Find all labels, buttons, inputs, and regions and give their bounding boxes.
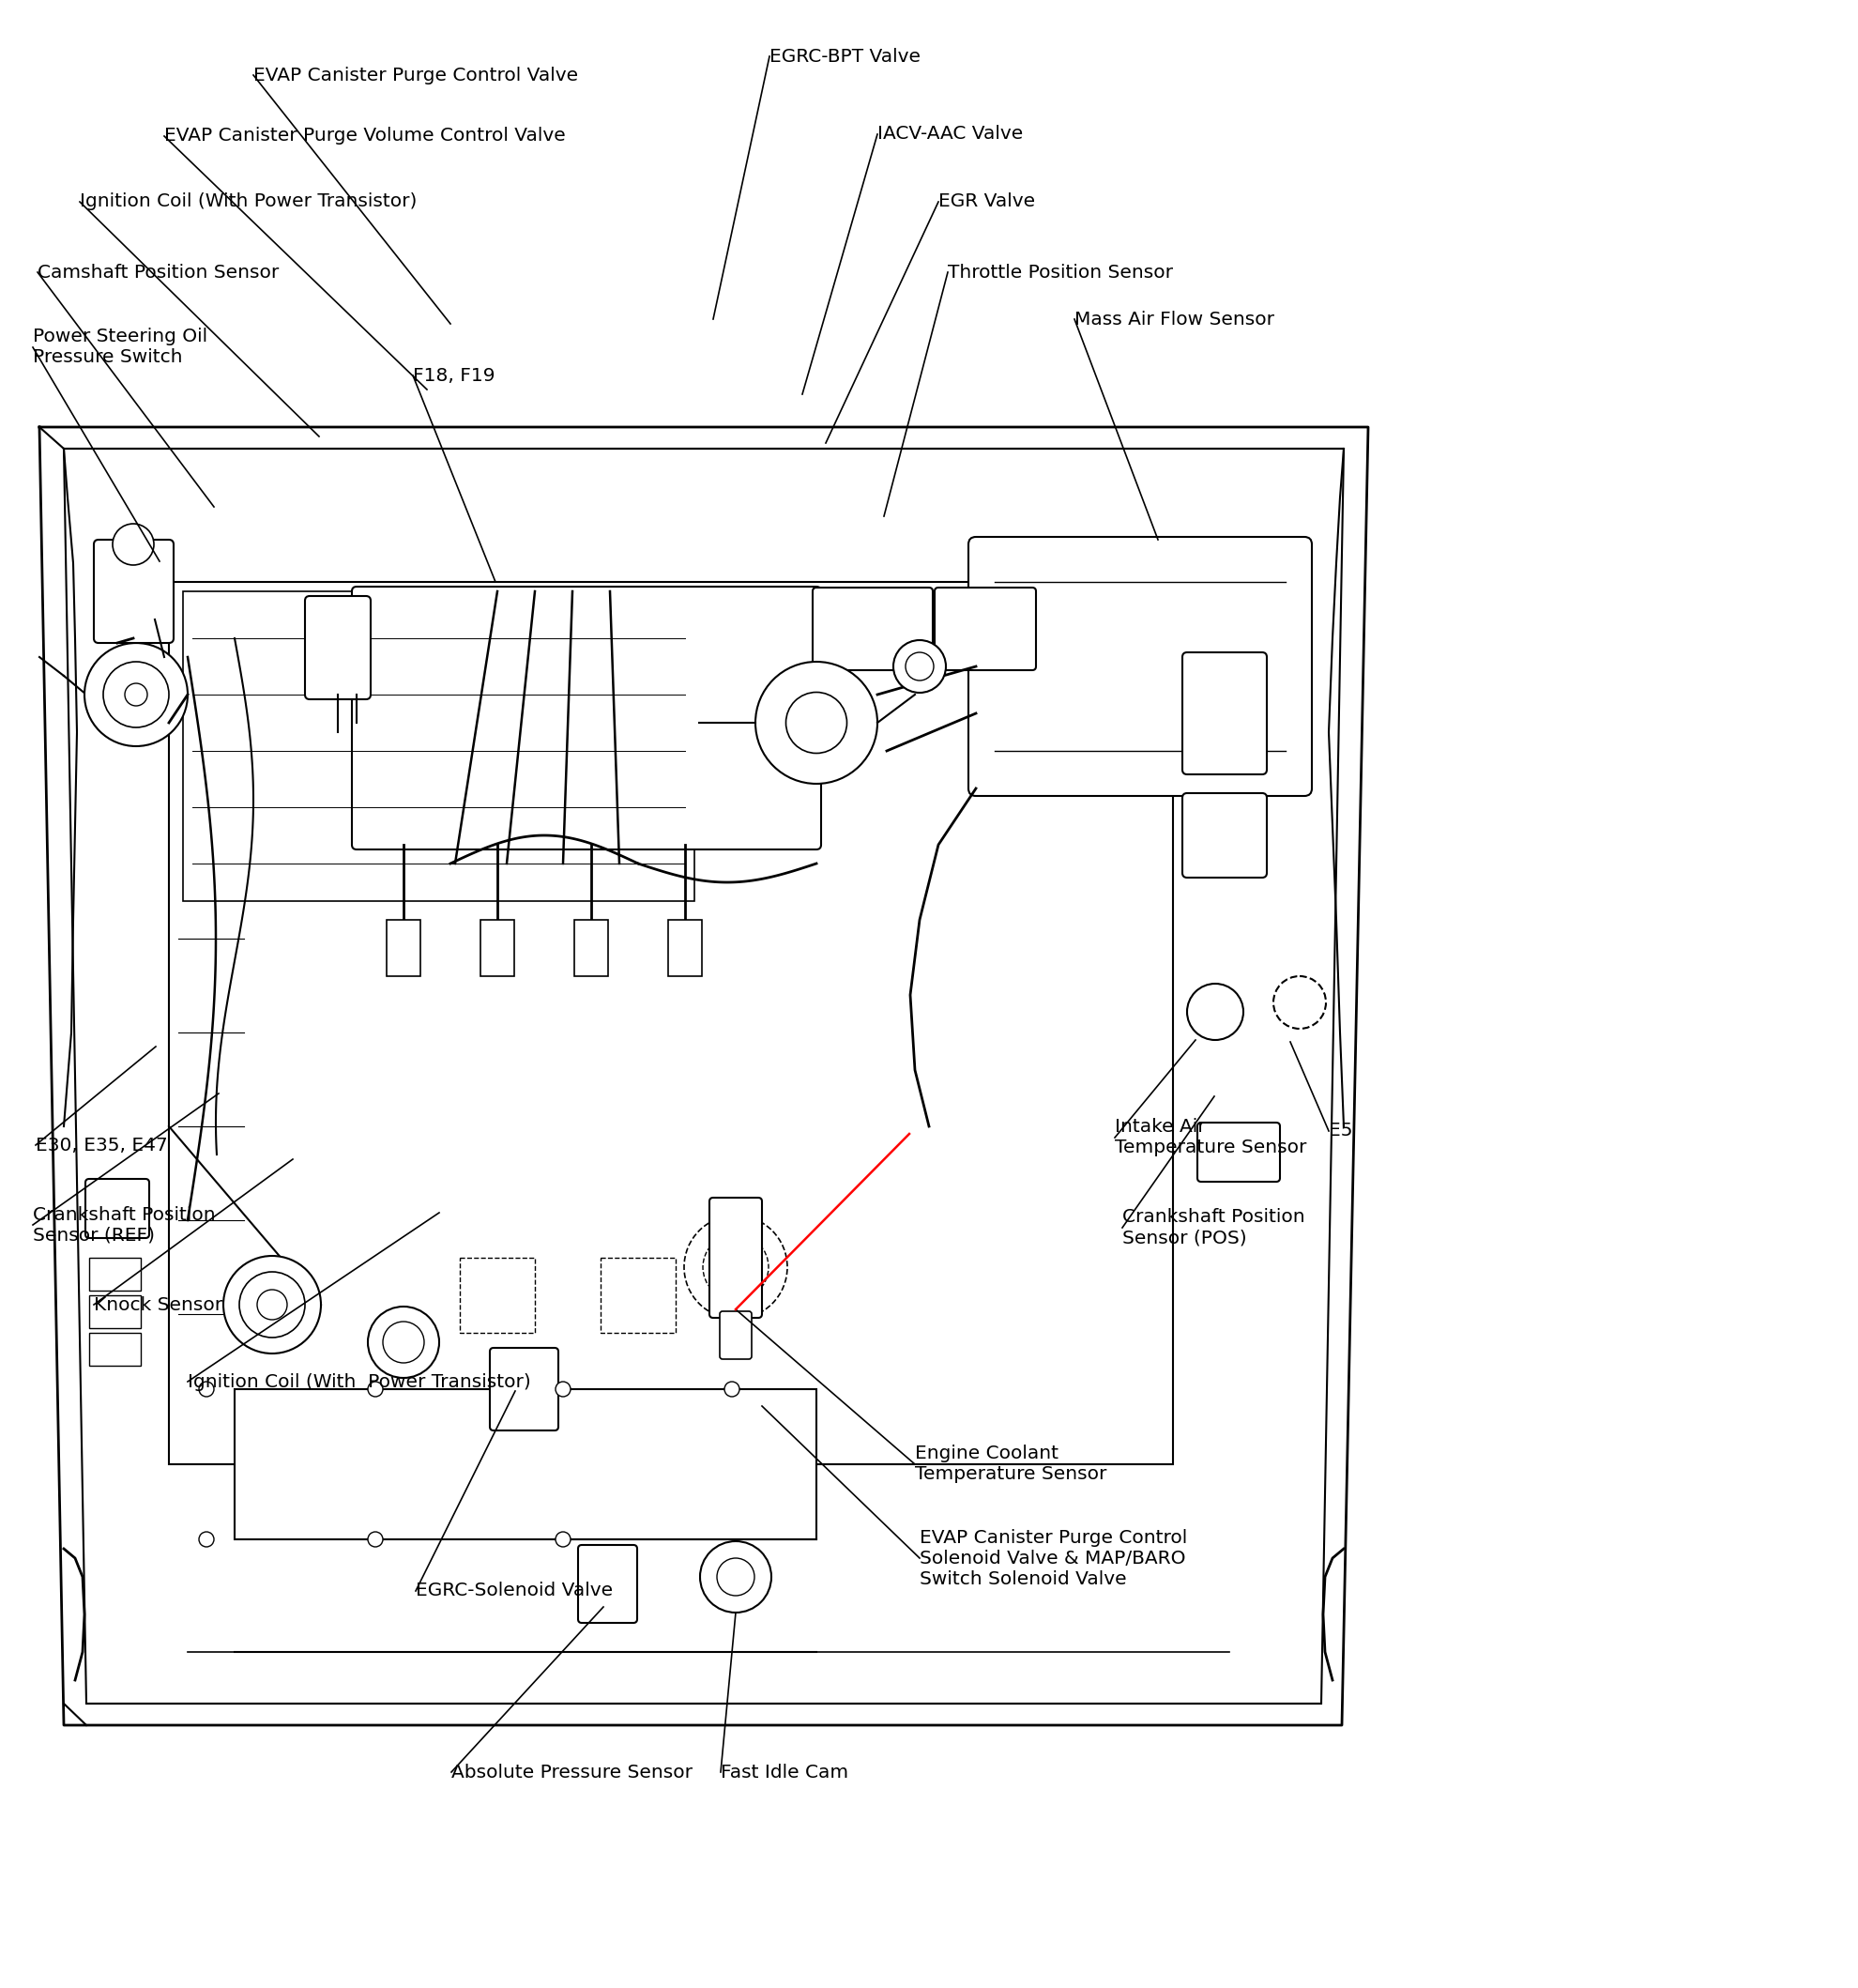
FancyBboxPatch shape xyxy=(719,1312,752,1360)
Circle shape xyxy=(717,1559,754,1596)
Text: EVAP Canister Purge Control
Solenoid Valve & MAP/BARO
Switch Solenoid Valve: EVAP Canister Purge Control Solenoid Val… xyxy=(920,1529,1187,1588)
FancyBboxPatch shape xyxy=(1197,1123,1280,1181)
FancyBboxPatch shape xyxy=(305,596,370,700)
Text: Power Steering Oil
Pressure Switch: Power Steering Oil Pressure Switch xyxy=(33,328,208,366)
Text: EGRC-BPT Valve: EGRC-BPT Valve xyxy=(769,48,920,66)
Bar xyxy=(669,920,702,976)
FancyBboxPatch shape xyxy=(812,588,933,670)
Bar xyxy=(169,582,1172,1465)
Bar xyxy=(459,1258,535,1332)
Circle shape xyxy=(104,662,169,728)
FancyBboxPatch shape xyxy=(85,1179,149,1239)
Text: Crankshaft Position
Sensor (POS): Crankshaft Position Sensor (POS) xyxy=(1122,1209,1304,1246)
Text: Throttle Position Sensor: Throttle Position Sensor xyxy=(948,262,1172,280)
Circle shape xyxy=(905,652,935,680)
Bar xyxy=(89,1296,141,1328)
FancyBboxPatch shape xyxy=(935,588,1037,670)
Text: E30, E35, E47: E30, E35, E47 xyxy=(35,1137,167,1155)
Bar xyxy=(89,1332,141,1366)
Circle shape xyxy=(199,1382,214,1398)
Circle shape xyxy=(725,1382,739,1398)
FancyBboxPatch shape xyxy=(1182,793,1267,877)
Text: E5: E5 xyxy=(1328,1121,1353,1139)
Text: EGR Valve: EGR Valve xyxy=(938,193,1035,211)
Text: F18, F19: F18, F19 xyxy=(412,366,494,384)
Circle shape xyxy=(199,1533,214,1547)
Text: Camshaft Position Sensor: Camshaft Position Sensor xyxy=(37,262,279,280)
Circle shape xyxy=(556,1382,570,1398)
FancyBboxPatch shape xyxy=(491,1348,559,1431)
Text: EVAP Canister Purge Control Valve: EVAP Canister Purge Control Valve xyxy=(253,66,578,83)
Circle shape xyxy=(368,1306,438,1378)
Text: Intake Air
Temperature Sensor: Intake Air Temperature Sensor xyxy=(1115,1119,1306,1157)
Text: Absolute Pressure Sensor: Absolute Pressure Sensor xyxy=(451,1763,693,1781)
Circle shape xyxy=(113,523,154,565)
Text: Ignition Coil (With Power Transistor): Ignition Coil (With Power Transistor) xyxy=(80,193,416,211)
Text: EGRC-Solenoid Valve: EGRC-Solenoid Valve xyxy=(416,1582,613,1600)
Circle shape xyxy=(756,662,877,783)
Text: Ignition Coil (With  Power Transistor): Ignition Coil (With Power Transistor) xyxy=(188,1374,531,1390)
FancyBboxPatch shape xyxy=(968,537,1312,795)
Circle shape xyxy=(368,1533,383,1547)
Text: Engine Coolant
Temperature Sensor: Engine Coolant Temperature Sensor xyxy=(914,1445,1107,1483)
Text: Fast Idle Cam: Fast Idle Cam xyxy=(721,1763,849,1781)
Text: IACV-AAC Valve: IACV-AAC Valve xyxy=(877,125,1024,143)
Circle shape xyxy=(223,1256,321,1354)
FancyBboxPatch shape xyxy=(578,1545,637,1622)
Bar xyxy=(182,590,695,901)
Bar xyxy=(89,1258,141,1290)
Circle shape xyxy=(84,642,188,746)
Circle shape xyxy=(383,1322,424,1364)
Circle shape xyxy=(1273,976,1327,1028)
Bar xyxy=(574,920,608,976)
Circle shape xyxy=(256,1290,288,1320)
Text: Mass Air Flow Sensor: Mass Air Flow Sensor xyxy=(1074,310,1275,328)
Text: Knock Sensor: Knock Sensor xyxy=(95,1296,223,1314)
Circle shape xyxy=(1187,984,1243,1040)
Text: EVAP Canister Purge Volume Control Valve: EVAP Canister Purge Volume Control Valve xyxy=(164,127,565,145)
Bar xyxy=(386,920,420,976)
FancyBboxPatch shape xyxy=(95,539,173,642)
Circle shape xyxy=(124,684,147,706)
Bar xyxy=(234,1390,816,1539)
Bar xyxy=(481,920,515,976)
FancyBboxPatch shape xyxy=(710,1197,762,1318)
Circle shape xyxy=(368,1382,383,1398)
Text: Crankshaft Position
Sensor (REF): Crankshaft Position Sensor (REF) xyxy=(33,1205,216,1244)
Circle shape xyxy=(556,1533,570,1547)
FancyBboxPatch shape xyxy=(351,586,821,849)
Circle shape xyxy=(894,640,946,692)
Circle shape xyxy=(786,692,847,753)
FancyBboxPatch shape xyxy=(1182,652,1267,775)
Bar xyxy=(600,1258,676,1332)
Circle shape xyxy=(240,1272,305,1338)
Circle shape xyxy=(700,1541,771,1612)
